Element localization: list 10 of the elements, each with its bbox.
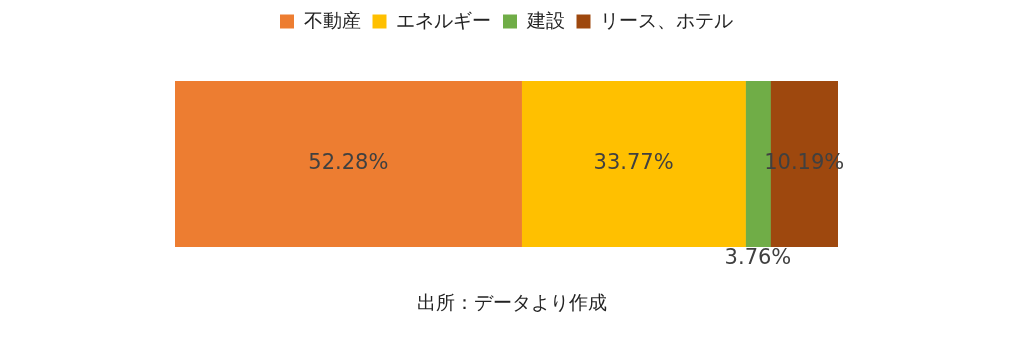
bar (521, 81, 746, 247)
text: 出所：データより作成 (415, 290, 608, 315)
data-label: 52.28% (308, 150, 389, 175)
data-label: 33.77% (593, 150, 674, 175)
data-label: 3.76% (724, 245, 792, 270)
legend-label: 不動産 (303, 9, 361, 31)
legend-label: リース、ホテル (600, 9, 733, 31)
legend-label: エネルギー (396, 9, 491, 31)
legend-label: 建設 (525, 9, 565, 31)
bar (175, 81, 522, 247)
